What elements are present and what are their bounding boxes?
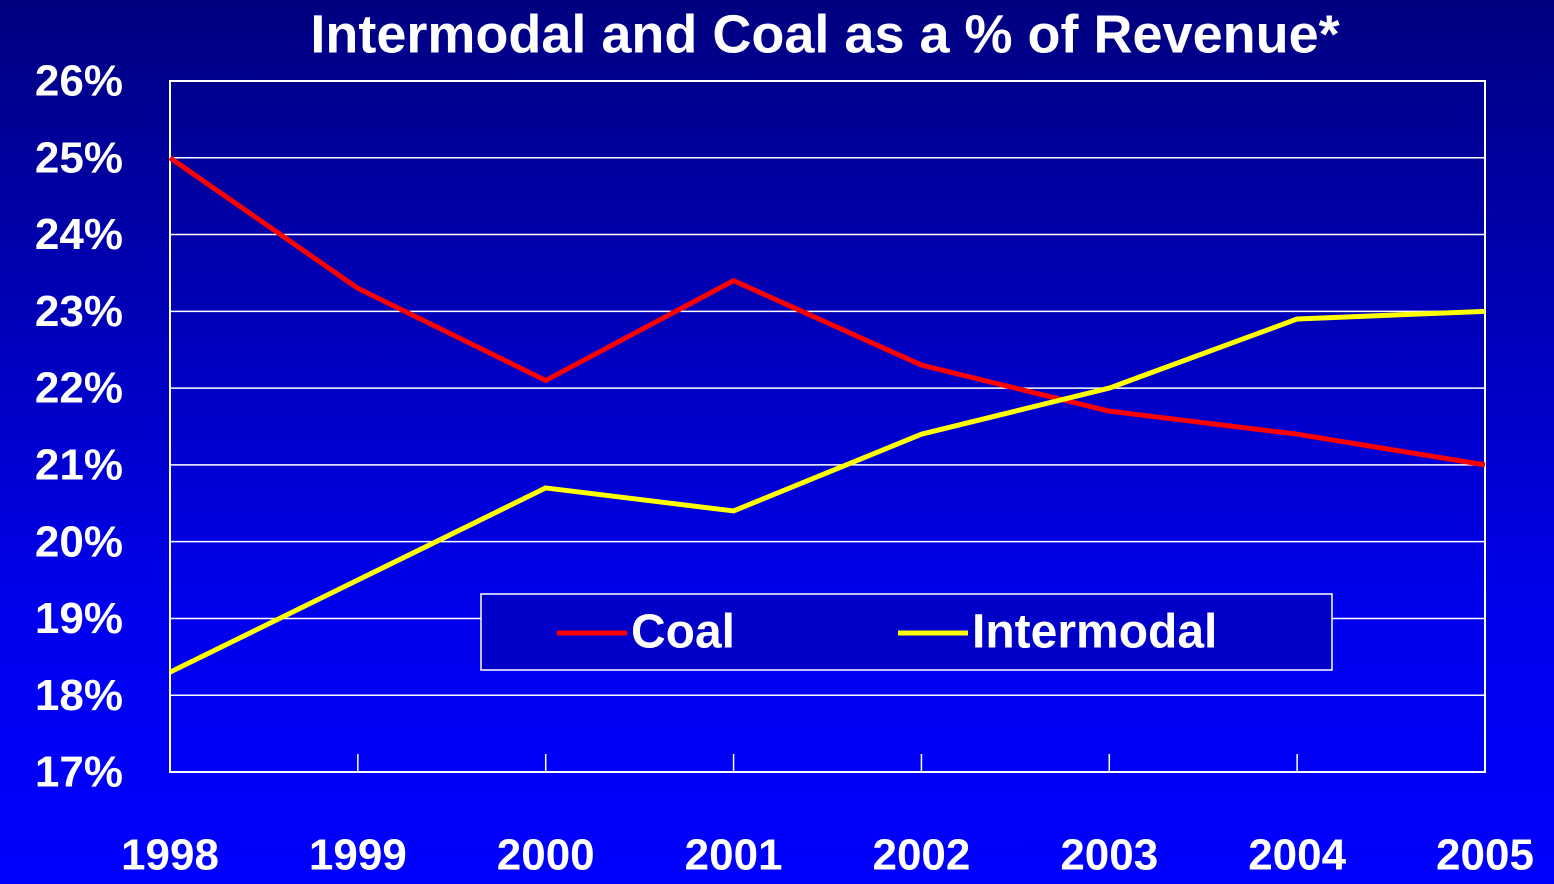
- y-tick-label: 17%: [35, 748, 123, 797]
- x-tick-label: 2005: [1436, 831, 1534, 880]
- x-tick-label: 2001: [685, 831, 783, 880]
- y-tick-label: 18%: [35, 671, 123, 720]
- y-tick-label: 19%: [35, 594, 123, 643]
- y-tick-label: 25%: [35, 133, 123, 182]
- x-tick-label: 2003: [1060, 831, 1158, 880]
- chart-title: Intermodal and Coal as a % of Revenue*: [310, 4, 1339, 64]
- y-tick-label: 24%: [35, 210, 123, 259]
- legend-label: Intermodal: [972, 606, 1217, 659]
- x-tick-label: 2002: [872, 831, 970, 880]
- y-tick-label: 26%: [35, 57, 123, 106]
- x-tick-label: 2004: [1248, 831, 1346, 880]
- y-tick-label: 23%: [35, 287, 123, 336]
- y-tick-label: 22%: [35, 364, 123, 413]
- legend-label: Coal: [631, 606, 735, 659]
- series-line: [168, 308, 1486, 675]
- x-tick-label: 1999: [309, 831, 407, 880]
- y-tick-label: 20%: [35, 517, 123, 566]
- y-tick-label: 21%: [35, 441, 123, 490]
- series-line: [168, 155, 1486, 468]
- x-tick-label: 1998: [121, 831, 219, 880]
- x-tick-label: 2000: [497, 831, 595, 880]
